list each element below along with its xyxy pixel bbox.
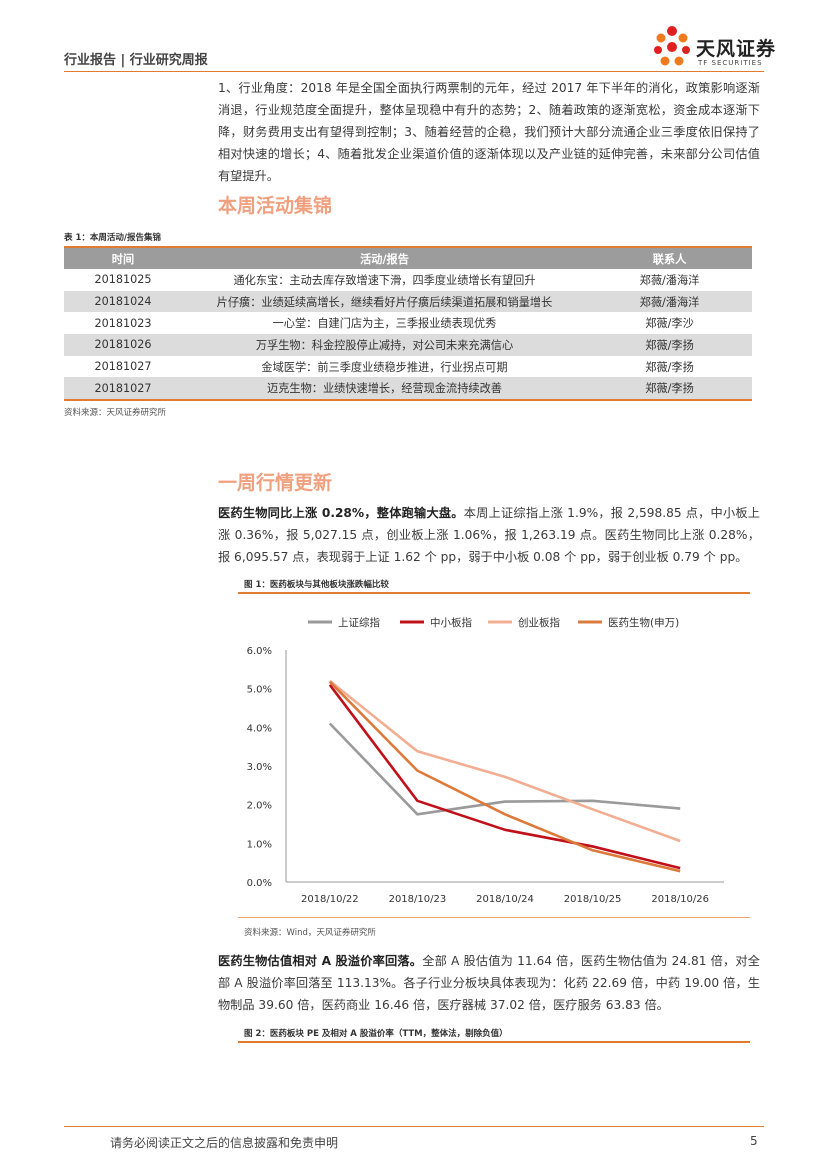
cell-activity: 万孚生物：科金控股停止减持，对公司未来充满信心: [182, 334, 587, 356]
cell-date: 20181025: [94, 273, 152, 287]
y-tick-label: 2.0%: [247, 801, 272, 812]
footer-divider: [64, 1126, 764, 1127]
table-source-note: 资料来源：天风证券研究所: [64, 408, 167, 418]
intro-paragraph: 1、行业角度：2018 年是全国全面执行两票制的元年，经过 2017 年下半年的…: [218, 81, 760, 183]
legend-label: 上证综指: [338, 616, 380, 629]
series-line-4: [328, 680, 681, 873]
market-paragraph-body: 本周上证综指上涨 1.9%，报 2,598.85 点，中小板上涨 0.36%，报…: [218, 506, 760, 564]
x-tick-label: 2018/10/23: [389, 894, 447, 905]
series-line-3: [328, 679, 681, 843]
x-tick-label: 2018/10/26: [651, 894, 709, 905]
legend-label: 创业板指: [518, 616, 560, 629]
activities-table: 时间 活动/报告 联系人 20181025 通化东宝：主动去库存致增速下滑，四季…: [64, 248, 752, 402]
table-row: 20181027 迈克生物：业绩快速增长，经营现金流持续改善 郑薇/李扬: [64, 377, 752, 402]
cell-contact: 郑薇/潘海洋: [587, 290, 752, 313]
index-comparison-line-chart: 上证综指 中小板指 创业板指 医药生物(申万) 0.0% 1.0% 2.0% 3.0% 4.0…: [247, 616, 724, 905]
cell-contact: 郑薇/李扬: [587, 377, 752, 402]
cell-contact: 郑薇/李沙: [645, 317, 694, 331]
table-row: 20181027 金域医学：前三季度业绩稳步推进，行业拐点可期 郑薇/李扬: [64, 356, 752, 378]
series-line-1: [328, 722, 681, 816]
cell-date: 20181024: [64, 290, 182, 313]
table-row: 20181025 通化东宝：主动去库存致增速下滑，四季度业绩增长有望回升 郑薇/…: [64, 269, 752, 291]
logo-text: 天风证券: [696, 38, 777, 60]
valuation-paragraph: 医药生物估值相对 A 股溢价率回落。全部 A 股估值为 11.64 倍，医药生物…: [218, 950, 760, 1016]
cell-contact: 郑薇/李扬: [645, 360, 694, 374]
table-row: 20181026 万孚生物：科金控股停止减持，对公司未来充满信心 郑薇/李扬: [64, 334, 752, 356]
logo-mark-icon: [654, 26, 690, 66]
report-header-title: 行业报告 | 行业研究周报: [64, 53, 208, 68]
y-tick-label: 1.0%: [247, 839, 272, 850]
column-header-contact: 联系人: [587, 248, 752, 269]
y-tick-label: 0.0%: [247, 878, 272, 889]
cell-contact: 郑薇/李扬: [587, 334, 752, 356]
logo-subtext: TF SECURITIES: [698, 59, 763, 67]
legend-label: 中小板指: [430, 616, 472, 629]
footer-disclaimer: 请务必阅读正文之后的信息披露和免责申明: [110, 1136, 339, 1150]
figure2-caption: 图 2：医药板块 PE 及相对 A 股溢价率（TTM，整体法，剔除负值）: [244, 1029, 508, 1039]
header-divider: [64, 71, 764, 72]
x-tick-label: 2018/10/22: [301, 894, 359, 905]
x-tick-label: 2018/10/24: [476, 894, 534, 905]
cell-activity: 迈克生物：业绩快速增长，经营现金流持续改善: [182, 377, 587, 402]
figure1-top-rule: [238, 592, 750, 594]
page-number: 5: [750, 1134, 758, 1148]
cell-date: 20181026: [64, 334, 182, 356]
figure1-source-note: 资料来源：Wind，天风证券研究所: [244, 928, 376, 938]
table-row: 20181024 片仔癀：业绩延续高增长，继续看好片仔癀后续渠道拓展和销量增长 …: [64, 290, 752, 313]
column-header-date: 时间: [64, 248, 182, 269]
column-header-activity: 活动/报告: [182, 248, 587, 269]
cell-contact: 郑薇/潘海洋: [639, 273, 700, 287]
cell-activity: 金域医学：前三季度业绩稳步推进，行业拐点可期: [261, 360, 508, 374]
y-tick-label: 5.0%: [247, 685, 272, 696]
y-tick-label: 6.0%: [247, 646, 272, 657]
cell-activity: 一心堂：自建门店为主，三季报业绩表现优秀: [272, 317, 497, 331]
valuation-paragraph-body: 全部 A 股估值为 11.64 倍，医药生物估值为 24.81 倍，对全部 A …: [218, 954, 760, 1012]
table-row: 20181023 一心堂：自建门店为主，三季报业绩表现优秀 郑薇/李沙: [64, 312, 752, 334]
cell-date: 20181023: [94, 316, 152, 330]
cell-activity: 片仔癀：业绩延续高增长，继续看好片仔癀后续渠道拓展和销量增长: [182, 290, 587, 313]
cell-activity: 通化东宝：主动去库存致增速下滑，四季度业绩增长有望回升: [233, 273, 536, 287]
company-logo: 天风证券 TF SECURITIES: [650, 24, 775, 70]
x-tick-label: 2018/10/25: [564, 894, 622, 905]
figure1-bottom-rule: [238, 917, 750, 918]
market-paragraph-lead: 医药生物同比上涨 0.28%，整体跑输大盘。: [218, 506, 464, 520]
valuation-paragraph-lead: 医药生物估值相对 A 股溢价率回落。: [218, 954, 423, 968]
market-paragraph: 医药生物同比上涨 0.28%，整体跑输大盘。本周上证综指上涨 1.9%，报 2,…: [218, 502, 760, 568]
series-line-2: [328, 684, 681, 870]
y-tick-label: 4.0%: [247, 723, 272, 734]
table-header-row: 时间 活动/报告 联系人: [64, 248, 752, 269]
figure1-caption: 图 1：医药板块与其他板块涨跌幅比较: [244, 580, 389, 590]
section-title-market-update: 一周行情更新: [218, 472, 333, 494]
table-top-rule: [64, 246, 752, 248]
legend-label: 医药生物(申万): [608, 616, 679, 629]
cell-date: 20181027: [64, 377, 182, 402]
section-title-weekly-activities: 本周活动集锦: [218, 195, 333, 217]
cell-date: 20181027: [94, 360, 152, 374]
figure2-top-rule: [238, 1041, 750, 1043]
y-tick-label: 3.0%: [247, 762, 272, 773]
table-caption: 表 1：本周活动/报告集锦: [64, 233, 161, 243]
